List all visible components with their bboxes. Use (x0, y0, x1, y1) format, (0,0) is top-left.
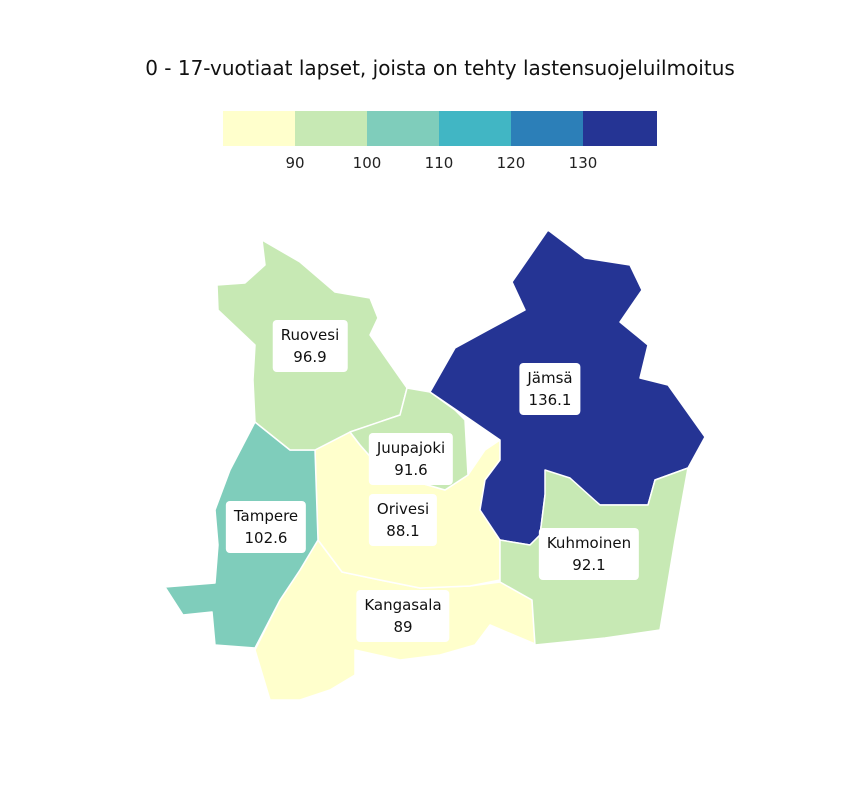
region-value: 89 (393, 618, 413, 636)
region-name: Jämsä (527, 369, 573, 387)
legend-swatch (439, 111, 512, 146)
legend-swatch (295, 111, 368, 146)
region-label-ruovesi: Ruovesi 96.9 (272, 320, 348, 372)
legend-tick-label: 90 (285, 154, 305, 172)
legend-swatch (367, 111, 440, 146)
legend-swatch (511, 111, 584, 146)
region-value: 96.9 (293, 348, 327, 366)
region-value: 88.1 (386, 522, 420, 540)
region-value: 92.1 (572, 556, 606, 574)
region-name: Orivesi (376, 500, 430, 518)
region-label-jamsa: Jämsä 136.1 (519, 363, 581, 415)
region-name: Kangasala (364, 596, 442, 614)
region-label-kuhmoinen: Kuhmoinen 92.1 (538, 528, 640, 580)
region-name: Ruovesi (280, 326, 340, 344)
region-label-kangasala: Kangasala 89 (356, 590, 450, 642)
region-name: Kuhmoinen (546, 534, 632, 552)
legend-tick-label: 130 (568, 154, 598, 172)
region-label-tampere: Tampere 102.6 (225, 501, 307, 553)
region-label-juupajoki: Juupajoki 91.6 (368, 433, 454, 485)
legend-swatch (223, 111, 296, 146)
map-title: 0 - 17-vuotiaat lapset, joista on tehty … (145, 56, 735, 80)
legend-swatch (583, 111, 657, 146)
legend-tick-label: 110 (424, 154, 454, 172)
region-label-orivesi: Orivesi 88.1 (368, 494, 438, 546)
region-value: 102.6 (244, 529, 288, 547)
legend-tick-label: 120 (496, 154, 526, 172)
region-name: Juupajoki (376, 439, 446, 457)
region-value: 136.1 (528, 391, 572, 409)
region-name: Tampere (233, 507, 299, 525)
region-value: 91.6 (394, 461, 428, 479)
color-legend: 90 100 110 120 130 (223, 111, 657, 181)
legend-tick-label: 100 (352, 154, 382, 172)
